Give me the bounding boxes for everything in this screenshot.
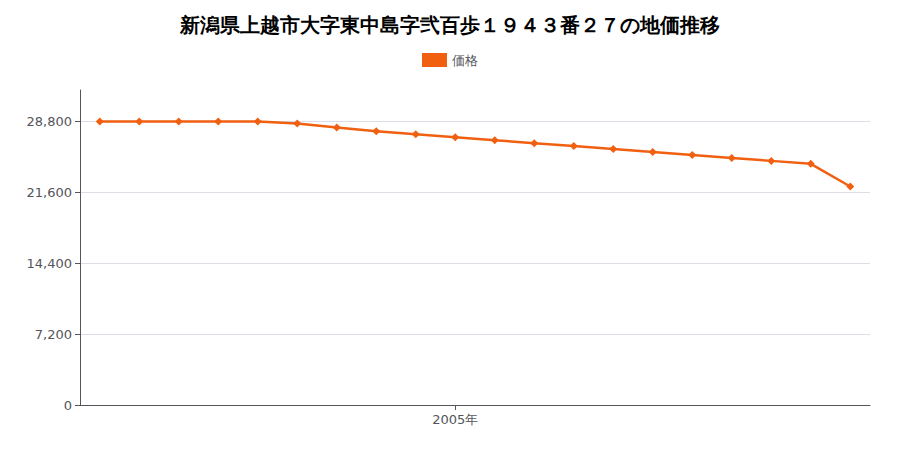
svg-text:7,200: 7,200 bbox=[35, 327, 72, 342]
svg-text:14,400: 14,400 bbox=[27, 256, 73, 271]
svg-text:2005年: 2005年 bbox=[432, 412, 478, 427]
svg-text:28,800: 28,800 bbox=[27, 114, 73, 129]
svg-text:0: 0 bbox=[64, 398, 72, 413]
svg-text:21,600: 21,600 bbox=[27, 185, 73, 200]
svg-text:新潟県上越市大字東中島字弐百歩１９４３番２７の地価推移: 新潟県上越市大字東中島字弐百歩１９４３番２７の地価推移 bbox=[179, 13, 720, 37]
svg-text:価格: 価格 bbox=[452, 53, 478, 68]
